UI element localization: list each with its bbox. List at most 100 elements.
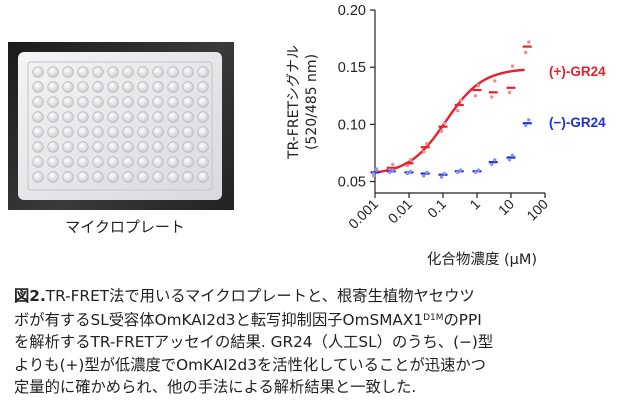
data-point: [374, 168, 379, 172]
data-point: [391, 162, 395, 167]
y-tick-label: 0.20: [338, 3, 366, 19]
plate-well: [32, 171, 44, 183]
plate-well: [32, 156, 44, 168]
data-point: [425, 170, 429, 175]
y-tick-label: 0.10: [338, 117, 366, 133]
plate-well: [122, 126, 134, 138]
plate-well: [137, 111, 149, 123]
data-point: [442, 171, 447, 176]
plate-well: [167, 171, 179, 183]
data-point: [527, 40, 531, 44]
x-tick-label: 1: [466, 196, 483, 213]
data-point: [371, 171, 376, 176]
plate-well: [182, 141, 194, 153]
plate-well: [47, 96, 59, 108]
plate-well: [182, 111, 194, 123]
data-point: [459, 168, 463, 172]
plate-well: [182, 81, 194, 93]
plate-well: [47, 141, 59, 153]
data-point: [442, 121, 447, 125]
data-point: [388, 170, 392, 175]
plate-well: [107, 171, 119, 183]
plate-well: [77, 66, 89, 78]
plate-well: [47, 156, 59, 168]
plate-well: [152, 96, 164, 108]
plate-well: [32, 96, 44, 108]
plate-well: [107, 111, 119, 123]
caption-line-1: 図2.TR-FRET法で用いるマイクロプレートと、根寄生植物ヤセウツ: [14, 287, 475, 305]
data-point: [408, 158, 413, 162]
plate-well: [47, 126, 59, 138]
y-tick-label: 0.15: [338, 60, 366, 76]
plate-well: [152, 156, 164, 168]
data-point: [527, 118, 531, 122]
data-point: [476, 168, 481, 172]
plate-well: [182, 96, 194, 108]
plate-well: [197, 81, 209, 93]
plate-well: [122, 66, 134, 78]
legend-minus-gr24: (−)-GR24: [549, 115, 606, 130]
plate-well: [32, 141, 44, 153]
plate-well: [32, 66, 44, 78]
plate-well: [62, 96, 74, 108]
y-tick-label: 0.05: [338, 175, 366, 191]
plate-well: [122, 81, 134, 93]
plate-well: [92, 96, 104, 108]
plate-well: [122, 171, 134, 183]
x-tick-label: 0.001: [345, 196, 381, 232]
data-point: [422, 174, 426, 178]
data-point: [507, 158, 512, 162]
plate-well: [197, 156, 209, 168]
caption-label: 図2.: [14, 287, 46, 305]
data-point: [459, 98, 463, 103]
data-point: [493, 79, 497, 83]
caption-line-3: を解析するTR-FRETアッセイの結果. GR24（人工SL）のうち、(−)型: [14, 333, 494, 352]
plate-well: [107, 126, 119, 138]
plate-well: [182, 126, 194, 138]
figure-caption: 図2.TR-FRET法で用いるマイクロプレートと、根寄生植物ヤセウツ ボが有する…: [14, 285, 622, 398]
data-point: [490, 95, 494, 99]
data-point: [456, 170, 460, 175]
legend-plus-gr24: (+)-GR24: [549, 64, 606, 79]
plate-well: [62, 156, 74, 168]
plate-well: [32, 126, 44, 138]
plate-well: [92, 126, 104, 138]
plate-well: [62, 111, 74, 123]
plate-well: [62, 141, 74, 153]
data-point: [473, 94, 478, 98]
data-point: [425, 142, 429, 146]
plate-well: [152, 171, 164, 183]
plate-well: [167, 141, 179, 153]
microplate-photo: [8, 42, 234, 210]
plate-well: [152, 126, 164, 138]
plate-well: [137, 66, 149, 78]
plate-well: [182, 66, 194, 78]
caption-line-2: ボが有するSL受容体OmKAI2d3と転写抑制因子OmSMAX1D1MのPPI: [14, 311, 482, 330]
plate-well: [77, 171, 89, 183]
plate-rim: [27, 61, 213, 191]
data-point: [490, 162, 494, 167]
plate-well: [152, 141, 164, 153]
plate-well: [107, 66, 119, 78]
plate-well: [167, 111, 179, 123]
tr-fret-chart: 0.05 0.10 0.15 0.20 0.001 0.01 0.1 1 10 100 TR-FRE…: [286, 3, 606, 268]
plate-well: [77, 111, 89, 123]
plate-well: [62, 66, 74, 78]
plate-well: [32, 111, 44, 123]
plate-well: [107, 156, 119, 168]
plate-well: [92, 111, 104, 123]
plate-well: [62, 171, 74, 183]
data-point: [439, 175, 444, 179]
x-tick-label: 0.01: [385, 196, 416, 227]
plate-well: [77, 81, 89, 93]
plate-well: [107, 96, 119, 108]
plate-well: [122, 141, 134, 153]
plate-well: [122, 96, 134, 108]
plate-well: [152, 66, 164, 78]
data-point: [422, 150, 426, 154]
data-point: [493, 158, 497, 162]
plate-well: [122, 111, 134, 123]
data-point: [391, 168, 395, 172]
data-point: [439, 129, 444, 133]
data-point: [405, 163, 410, 168]
